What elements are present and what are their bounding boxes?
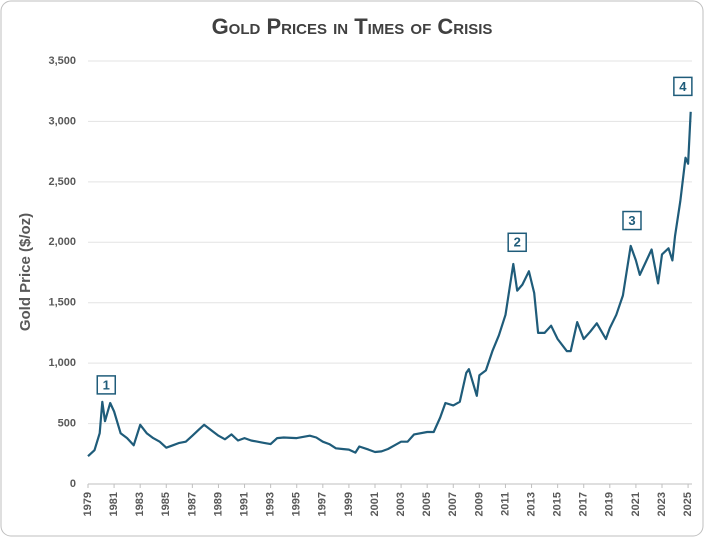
x-tick-label: 2025	[682, 492, 694, 516]
annotation-box	[673, 76, 693, 97]
y-tick-label: 0	[70, 478, 76, 490]
annotation: 1	[103, 377, 110, 392]
chart-title: Gold Prices in Times of Crisis	[212, 14, 493, 39]
x-tick-label: 2001	[369, 492, 381, 516]
x-tick-label: 2019	[604, 492, 616, 516]
price-line	[87, 111, 692, 458]
y-tick-label: 2,500	[48, 176, 76, 188]
x-tick-label: 2009	[473, 492, 485, 516]
y-tick-label: 3,500	[48, 55, 76, 67]
x-tick-label: 1999	[343, 492, 355, 516]
y-tick-label: 3,000	[48, 115, 76, 127]
x-tick-label: 1991	[238, 492, 250, 516]
x-tick-label: 2003	[395, 492, 407, 516]
annotation-box	[507, 232, 527, 253]
x-tick-label: 1987	[186, 492, 198, 516]
annotation-box	[622, 210, 642, 231]
x-tick-label: 1989	[212, 492, 224, 516]
x-tick-label: 1993	[265, 492, 277, 516]
y-axis-label: Gold Price ($/oz)	[17, 213, 34, 331]
x-tick-label: 2013	[525, 492, 537, 516]
x-tick-label: 2011	[499, 492, 511, 516]
x-tick-label: 1997	[317, 492, 329, 516]
x-tick-label: 2017	[578, 492, 590, 516]
y-tick-label: 2,000	[48, 236, 76, 248]
x-tick-label: 1995	[291, 492, 303, 516]
annotation: 3	[628, 213, 635, 228]
y-tick-label: 1,000	[48, 357, 76, 369]
annotation: 2	[514, 235, 521, 250]
y-tick-label: 500	[58, 417, 76, 429]
x-tick-label: 2021	[630, 492, 642, 516]
y-tick-label: 1,500	[48, 297, 76, 309]
x-tick-label: 2015	[552, 492, 564, 516]
x-tick-label: 2005	[421, 492, 433, 516]
annotation-box	[96, 375, 117, 395]
x-tick-label: 1979	[82, 492, 94, 516]
x-tick-label: 2023	[656, 492, 668, 516]
x-tick-label: 1985	[160, 492, 172, 516]
x-tick-label: 1983	[134, 492, 146, 516]
annotation: 4	[679, 79, 687, 94]
x-tick-label: 1981	[108, 492, 120, 516]
x-tick-label: 2007	[447, 492, 459, 516]
